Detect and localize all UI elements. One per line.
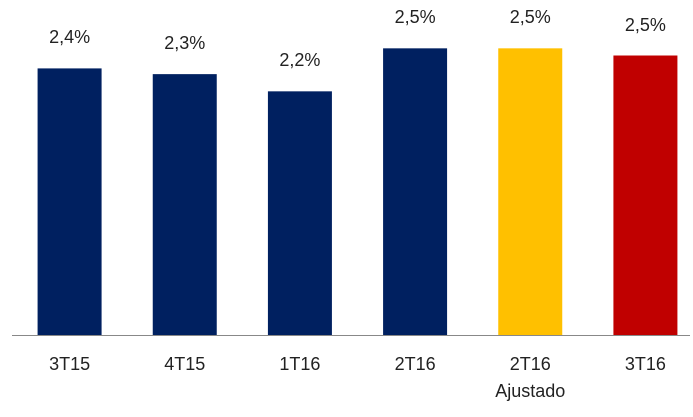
bar [498, 48, 563, 335]
value-label: 2,5% [394, 7, 436, 28]
bar [267, 91, 332, 335]
x-tick-label: 3T15 [49, 354, 91, 374]
bar [383, 48, 448, 335]
value-label: 2,5% [624, 14, 666, 35]
value-label: 2,3% [164, 33, 206, 54]
x-tick-label: 3T16 [624, 354, 666, 374]
x-tick-label: 4T15 [164, 354, 206, 374]
value-label: 2,2% [279, 50, 321, 71]
value-label: 2,5% [509, 7, 551, 28]
x-tick-label: 1T16 [279, 354, 321, 374]
bar [152, 74, 217, 335]
x-tick-label: 2T16 Ajustado [495, 354, 566, 401]
bar [37, 68, 102, 336]
value-label: 2,4% [49, 27, 91, 48]
bar [613, 55, 678, 335]
x-tick-label: 2T16 [394, 354, 436, 374]
